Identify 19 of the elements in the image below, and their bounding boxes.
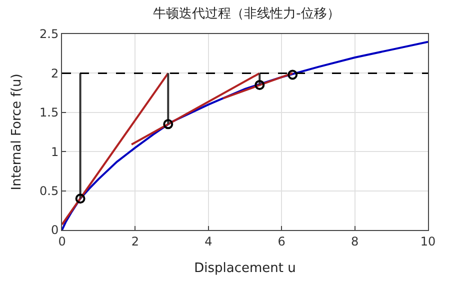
y-tick-label: 1: [50, 144, 59, 159]
y-tick-label: 0: [50, 223, 59, 238]
y-tick-label: 2.5: [40, 27, 59, 42]
y-tick-label: 1.5: [40, 106, 59, 120]
x-tick-label: 10: [420, 234, 436, 248]
point: [254, 80, 265, 90]
x-tick-label: 8: [350, 234, 359, 248]
point: [163, 119, 174, 130]
x-axis-title: Displacement u: [194, 261, 296, 276]
line-series: [62, 40, 428, 230]
y-axis-title: Internal Force f(u): [9, 74, 24, 190]
x-tick-label: 6: [278, 234, 286, 248]
point: [75, 194, 86, 204]
x-tick-label: 2: [131, 234, 140, 248]
y-tick-label: 0.5: [40, 184, 59, 198]
y-tick-label: 2: [50, 66, 59, 80]
chart-title: 牛顿迭代过程（非线性力-位移）: [153, 6, 340, 22]
point: [288, 70, 298, 80]
x-tick-label: 4: [204, 234, 212, 248]
